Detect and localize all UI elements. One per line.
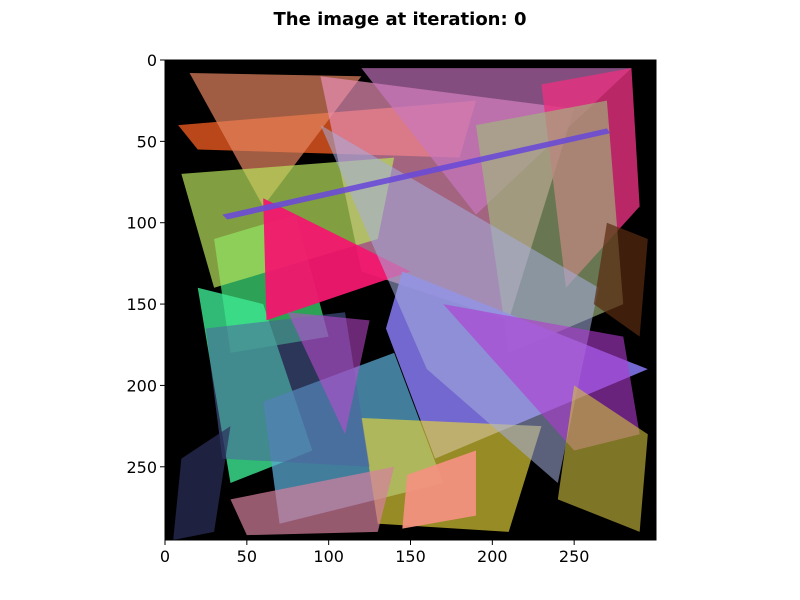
x-tick-label: 250 xyxy=(559,547,590,566)
image-polygon xyxy=(402,450,476,529)
y-tick-label: 200 xyxy=(126,376,157,395)
chart-title: The image at iteration: 0 xyxy=(273,9,527,30)
y-tick-label: 250 xyxy=(126,458,157,477)
image-polygon xyxy=(263,198,411,321)
y-tick-label: 150 xyxy=(126,295,157,314)
x-tick-label: 200 xyxy=(477,547,508,566)
x-tick-label: 50 xyxy=(237,547,257,566)
image-polygon xyxy=(287,312,370,435)
x-tick-label: 150 xyxy=(395,547,426,566)
image-polygon xyxy=(593,222,648,337)
y-tick-label: 50 xyxy=(137,132,157,151)
axes: 0 50 100 150 200 250 0 50 100 150 200 250 xyxy=(126,51,657,566)
image-polygon xyxy=(557,385,648,532)
y-tick-label: 100 xyxy=(126,214,157,233)
y-tick-label: 0 xyxy=(147,51,157,70)
image-polygon xyxy=(173,426,231,540)
x-tick-label: 0 xyxy=(160,547,170,566)
image-polygon xyxy=(189,73,362,207)
x-tick-label: 100 xyxy=(313,547,344,566)
image-area xyxy=(165,60,656,540)
image-polygon xyxy=(230,466,395,536)
image-polygon xyxy=(222,128,611,220)
